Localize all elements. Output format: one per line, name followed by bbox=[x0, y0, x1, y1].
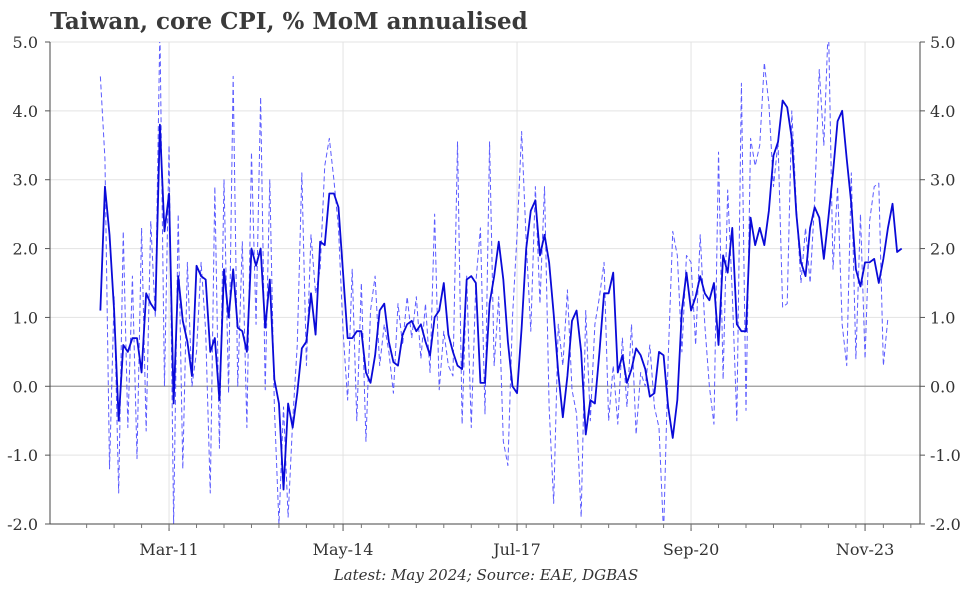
y-tick-label-left: 2.0 bbox=[13, 240, 38, 259]
y-tick-label-right: 4.0 bbox=[930, 102, 955, 121]
series-group bbox=[99, 42, 903, 524]
x-tick-label: Jul-17 bbox=[491, 540, 541, 559]
x-tick-label: Mar-11 bbox=[139, 540, 198, 559]
x-tick-label: Nov-23 bbox=[836, 540, 894, 559]
right-tick-labels: 5.0 4.0 3.0 2.0 1.0 0.0 -1.0 -2.0 bbox=[920, 33, 961, 534]
y-tick-label-left: 5.0 bbox=[13, 33, 38, 52]
y-tick-label-right: -2.0 bbox=[930, 515, 961, 534]
y-tick-label-left: 0.0 bbox=[13, 377, 38, 396]
series-line-solid bbox=[99, 99, 903, 491]
y-tick-label-right: 2.0 bbox=[930, 240, 955, 259]
y-tick-label-left: -2.0 bbox=[7, 515, 38, 534]
x-tick-label: Sep-20 bbox=[663, 540, 719, 559]
x-tick-label: May-14 bbox=[313, 540, 374, 559]
y-tick-label-left: -1.0 bbox=[7, 446, 38, 465]
y-tick-label-left: 3.0 bbox=[13, 171, 38, 190]
y-tick-label-right: 5.0 bbox=[930, 33, 955, 52]
source-footnote: Latest: May 2024; Source: EAE, DGBAS bbox=[333, 566, 639, 584]
y-tick-label-right: 3.0 bbox=[930, 171, 955, 190]
chart-title: Taiwan, core CPI, % MoM annualised bbox=[50, 8, 528, 35]
y-tick-label-right: 0.0 bbox=[930, 377, 955, 396]
x-tick-labels: Mar-11 May-14 Jul-17 Sep-20 Nov-23 bbox=[139, 524, 894, 559]
gridlines bbox=[50, 41, 920, 525]
y-tick-label-right: -1.0 bbox=[930, 446, 961, 465]
y-tick-label-right: 1.0 bbox=[930, 308, 955, 327]
y-tick-label-left: 1.0 bbox=[13, 308, 38, 327]
x-minor-ticks bbox=[86, 524, 912, 528]
left-tick-labels: 5.0 4.0 3.0 2.0 1.0 0.0 -1.0 -2.0 bbox=[7, 33, 50, 534]
series-line-dashed bbox=[99, 42, 889, 524]
y-tick-label-left: 4.0 bbox=[13, 102, 38, 121]
